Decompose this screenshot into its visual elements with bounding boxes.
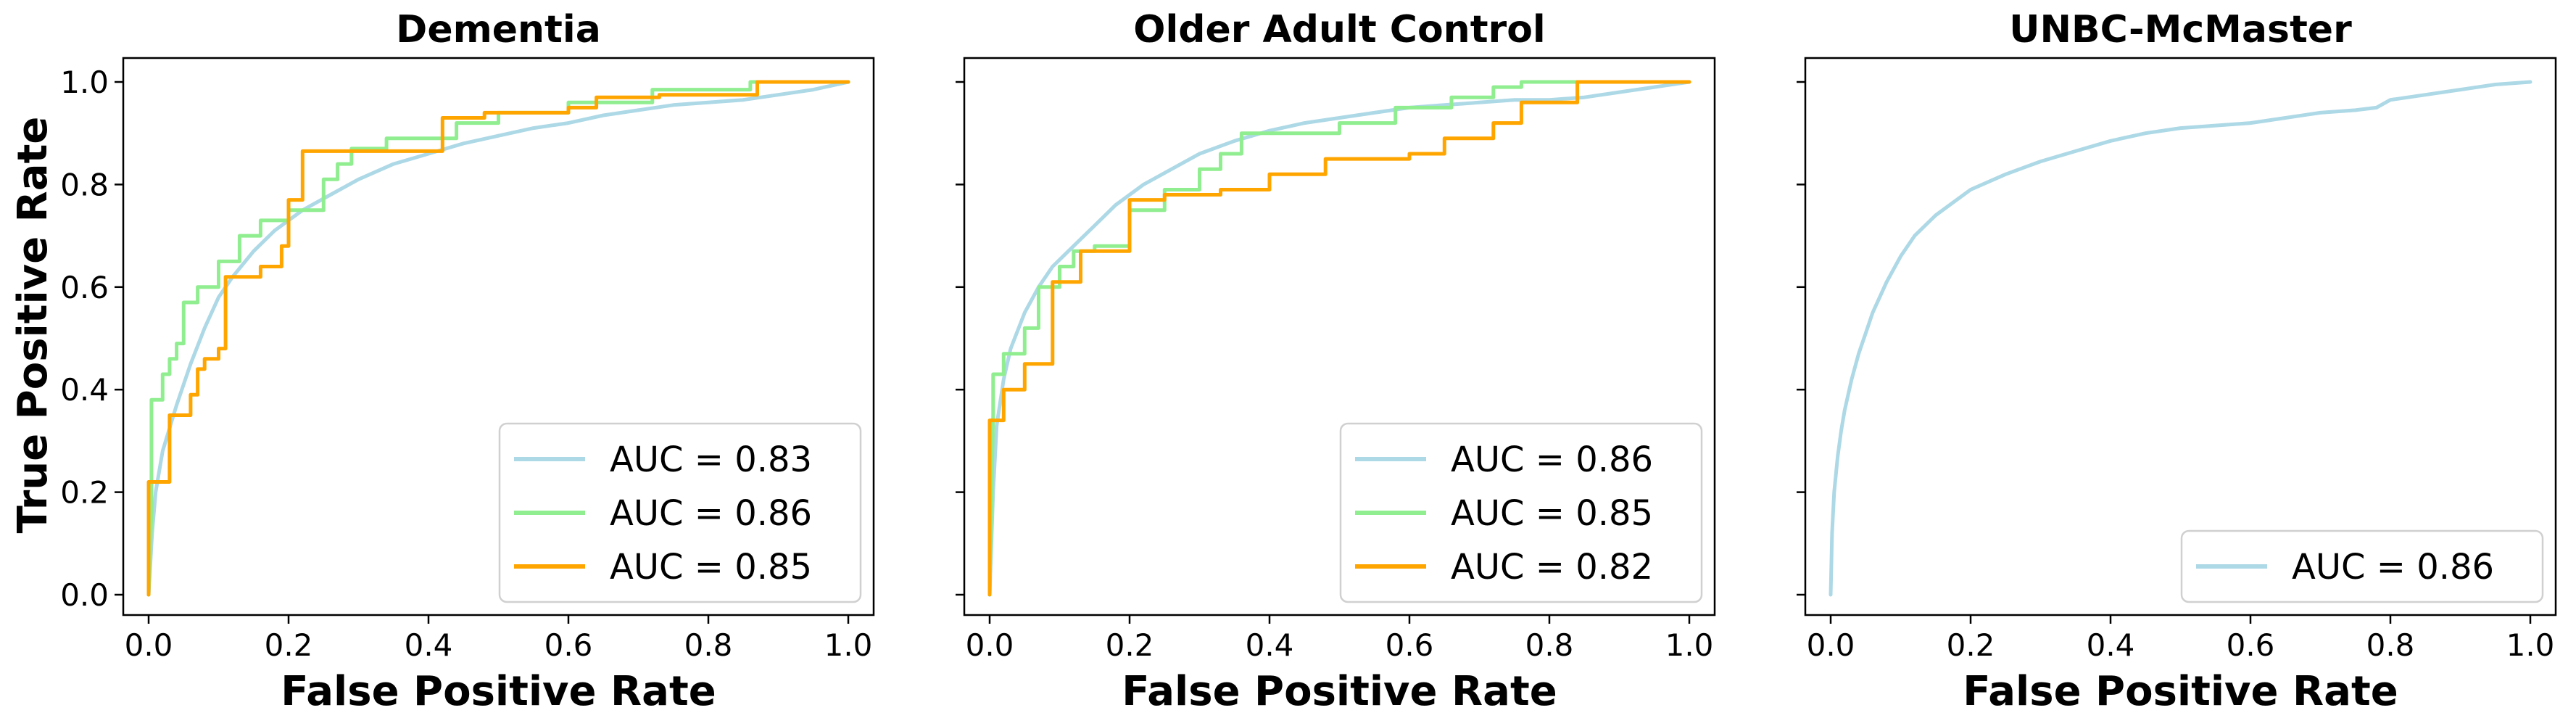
x-tick-label: 0.4 <box>1246 627 1294 663</box>
legend-label: AUC = 0.86 <box>2292 547 2494 587</box>
y-tick-label: 1.0 <box>60 65 109 100</box>
legend-label: AUC = 0.86 <box>1451 440 1653 480</box>
roc-curve-2 <box>146 80 850 597</box>
x-tick-label: 1.0 <box>2506 627 2555 663</box>
y-tick-label: 0.4 <box>60 372 109 408</box>
x-tick-label: 0.2 <box>1947 627 1995 663</box>
roc-curve-0 <box>146 80 850 597</box>
x-tick-label: 1.0 <box>824 627 873 663</box>
legend <box>1339 422 1703 603</box>
legend-label: AUC = 0.82 <box>1451 547 1653 587</box>
x-tick-label: 0.6 <box>1386 627 1434 663</box>
x-axis-label: False Positive Rate <box>1122 668 1557 715</box>
x-tick-label: 0.4 <box>405 627 453 663</box>
legend-label: AUC = 0.83 <box>610 440 812 480</box>
plot-frame <box>1804 57 2557 616</box>
x-tick-label: 0.4 <box>2087 627 2135 663</box>
legend-label: AUC = 0.86 <box>610 493 812 534</box>
roc-curve-0 <box>1829 80 2532 597</box>
y-tick-label: 0.0 <box>60 577 109 613</box>
legend <box>2180 529 2544 603</box>
y-axis-label: True Positive Rate <box>9 117 57 534</box>
x-axis-label: False Positive Rate <box>1963 668 2398 715</box>
x-tick-label: 0.0 <box>1807 627 1855 663</box>
legend <box>498 422 862 603</box>
subplot-1: Older Adult Control 0.0 0.2 0.4 0.6 0.8 1.0 Fal… <box>956 8 1716 715</box>
y-tick-label: 0.2 <box>60 475 109 511</box>
y-tick-label: 0.6 <box>60 270 109 305</box>
legend-label: AUC = 0.85 <box>1451 493 1653 534</box>
plot-frame <box>122 57 875 616</box>
roc-curve-2 <box>987 80 1691 597</box>
x-tick-label: 0.6 <box>544 627 593 663</box>
x-tick-label: 0.8 <box>2366 627 2415 663</box>
roc-curve-0 <box>987 80 1691 597</box>
subplot-0: Dementia 0.0 0.2 0.4 0.6 0.8 1.0 0.0 0.2 0.4 0.6 0.… <box>60 8 875 715</box>
subplot-title: UNBC-McMaster <box>2009 8 2352 51</box>
y-tick-label: 0.8 <box>60 167 109 202</box>
x-tick-label: 0.6 <box>2227 627 2275 663</box>
legend-label: AUC = 0.85 <box>610 547 812 587</box>
x-axis-label: False Positive Rate <box>281 668 716 715</box>
x-tick-label: 0.8 <box>684 627 733 663</box>
subplot-title: Older Adult Control <box>1133 8 1546 51</box>
subplot-2: UNBC-McMaster 0.0 0.2 0.4 0.6 0.8 1.0 False Pos… <box>1797 8 2557 715</box>
x-tick-label: 0.0 <box>125 627 173 663</box>
x-tick-label: 0.2 <box>265 627 313 663</box>
x-tick-label: 0.2 <box>1106 627 1154 663</box>
x-tick-label: 1.0 <box>1665 627 1714 663</box>
x-tick-label: 0.8 <box>1525 627 1574 663</box>
subplot-title: Dementia <box>396 8 601 51</box>
roc-curve-1 <box>987 80 1691 597</box>
plot-frame <box>963 57 1716 616</box>
x-tick-label: 0.0 <box>966 627 1014 663</box>
